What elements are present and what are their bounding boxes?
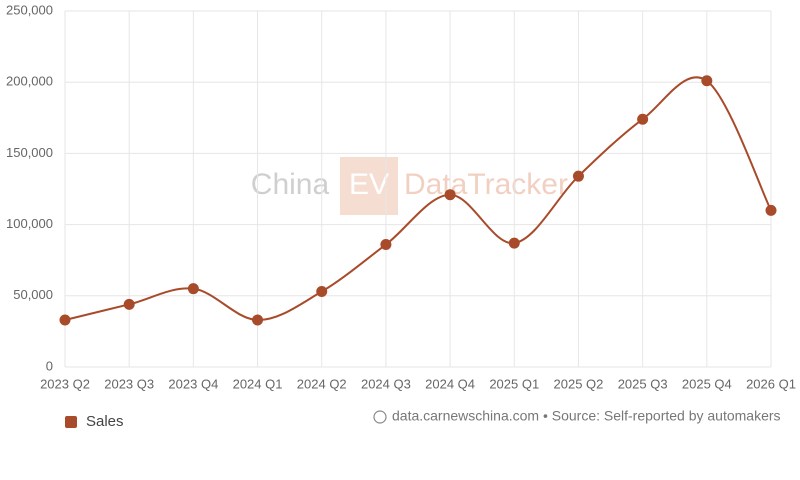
point (59, 314, 71, 326)
watermark-left: China (251, 168, 330, 201)
y-tick-label: 0 (46, 358, 53, 373)
source: data.carnewschina.com • Source: Self-rep… (392, 408, 781, 424)
x-tick-label: 2025 Q1 (489, 376, 539, 391)
point (444, 189, 456, 201)
point (765, 204, 777, 216)
y-tick-label: 150,000 (6, 145, 53, 160)
x-tick-label: 2024 Q4 (425, 376, 475, 391)
watermark-right: DataTracker (404, 168, 568, 201)
x-tick-label: 2025 Q2 (554, 376, 604, 391)
x-tick-label: 2024 Q1 (233, 376, 283, 391)
point (701, 75, 713, 87)
point (637, 113, 649, 125)
x-tick-label: 2023 Q3 (104, 376, 154, 391)
point (508, 237, 520, 249)
point (252, 314, 264, 326)
legend-swatch (65, 416, 77, 428)
y-tick-label: 50,000 (13, 287, 53, 302)
point (380, 239, 392, 251)
x-tick-label: 2023 Q4 (168, 376, 218, 391)
point (572, 170, 584, 182)
point (123, 298, 135, 310)
x-tick-label: 2026 Q1 (746, 376, 796, 391)
y-tick-label: 100,000 (6, 216, 53, 231)
x-tick-label: 2024 Q2 (297, 376, 347, 391)
point (187, 283, 199, 295)
x-tick-label: 2025 Q4 (682, 376, 732, 391)
legend-label: Sales (86, 413, 124, 430)
watermark-badge: EV (349, 168, 389, 201)
watermark: China EV DataTracker (251, 157, 568, 215)
cc-icon (373, 410, 387, 424)
x-tick-label: 2024 Q3 (361, 376, 411, 391)
y-tick-label: 250,000 (6, 2, 53, 17)
point (316, 286, 328, 298)
x-tick-label: 2025 Q3 (618, 376, 668, 391)
x-tick-label: 2023 Q2 (40, 376, 90, 391)
watermark-badge-box (340, 157, 398, 215)
y-tick-label: 200,000 (6, 74, 53, 89)
